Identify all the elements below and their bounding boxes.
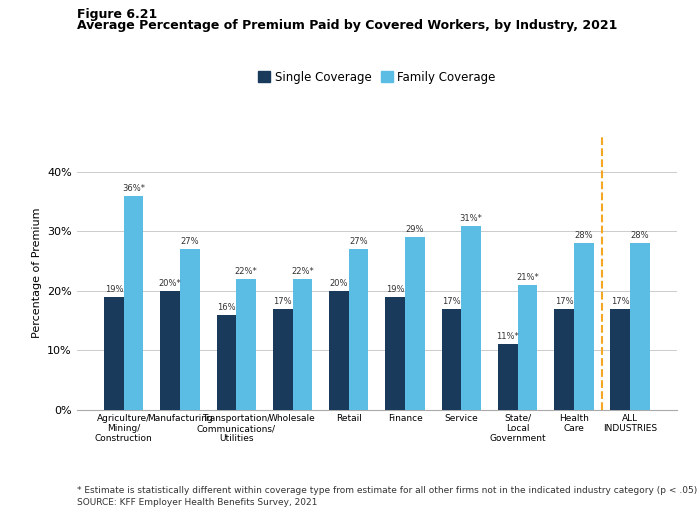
- Text: * Estimate is statistically different within coverage type from estimate for all: * Estimate is statistically different wi…: [77, 486, 698, 495]
- Bar: [610, 309, 630, 410]
- Bar: [517, 285, 537, 410]
- Bar: [554, 309, 574, 410]
- Bar: [385, 297, 405, 410]
- Bar: [180, 249, 200, 410]
- Text: 31%*: 31%*: [460, 214, 482, 223]
- Y-axis label: Percentage of Premium: Percentage of Premium: [31, 208, 42, 338]
- Text: 29%: 29%: [406, 225, 424, 235]
- Legend: Single Coverage, Family Coverage: Single Coverage, Family Coverage: [253, 66, 500, 88]
- Text: 19%: 19%: [105, 285, 123, 294]
- Bar: [124, 196, 144, 410]
- Text: 17%: 17%: [274, 297, 292, 306]
- Bar: [405, 237, 425, 410]
- Text: 17%: 17%: [442, 297, 461, 306]
- Text: 16%: 16%: [217, 302, 236, 311]
- Text: SOURCE: KFF Employer Health Benefits Survey, 2021: SOURCE: KFF Employer Health Benefits Sur…: [77, 498, 317, 507]
- Bar: [574, 243, 593, 410]
- Text: 36%*: 36%*: [122, 184, 145, 193]
- Text: 11%*: 11%*: [496, 332, 519, 341]
- Bar: [104, 297, 124, 410]
- Text: 20%: 20%: [329, 279, 348, 288]
- Bar: [237, 279, 256, 410]
- Bar: [292, 279, 312, 410]
- Bar: [461, 226, 481, 410]
- Bar: [329, 291, 349, 410]
- Bar: [630, 243, 650, 410]
- Text: 22%*: 22%*: [291, 267, 314, 276]
- Text: 17%: 17%: [555, 297, 573, 306]
- Text: 28%: 28%: [630, 232, 649, 240]
- Bar: [498, 344, 517, 410]
- Text: 17%: 17%: [611, 297, 630, 306]
- Bar: [442, 309, 461, 410]
- Text: 27%: 27%: [349, 237, 368, 246]
- Bar: [273, 309, 292, 410]
- Text: 21%*: 21%*: [516, 273, 539, 282]
- Text: 27%: 27%: [181, 237, 199, 246]
- Text: 19%: 19%: [386, 285, 404, 294]
- Bar: [349, 249, 369, 410]
- Text: 28%: 28%: [574, 232, 593, 240]
- Text: Figure 6.21: Figure 6.21: [77, 8, 157, 21]
- Text: 20%*: 20%*: [158, 279, 181, 288]
- Text: 22%*: 22%*: [235, 267, 258, 276]
- Text: Average Percentage of Premium Paid by Covered Workers, by Industry, 2021: Average Percentage of Premium Paid by Co…: [77, 19, 617, 32]
- Bar: [161, 291, 180, 410]
- Bar: [216, 314, 237, 410]
